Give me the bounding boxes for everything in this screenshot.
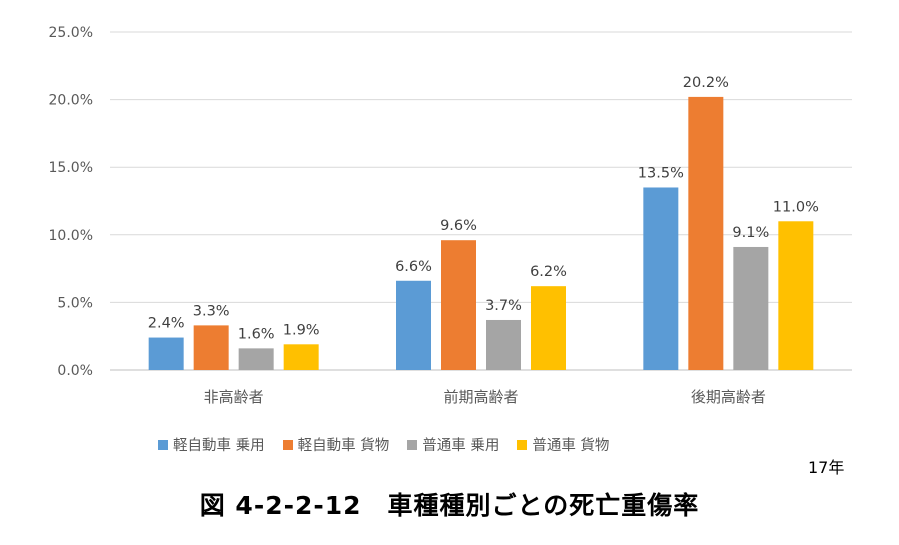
data-labels: 2.4% 3.3% 1.6% 1.9% 6.6% 9.6% 3.7% 6.2% 13.5% 20.… bbox=[148, 75, 819, 342]
category-label: 非高齢者 bbox=[204, 388, 264, 406]
data-label: 3.7% bbox=[485, 298, 522, 314]
category-label: 前期高齢者 bbox=[443, 388, 518, 406]
bar bbox=[733, 246, 769, 370]
bar bbox=[148, 337, 184, 370]
bar bbox=[396, 280, 431, 370]
category-label: 後期高齢者 bbox=[691, 388, 766, 406]
y-tick-label: 20.0% bbox=[49, 93, 93, 109]
legend-label: 普通車 乗用 bbox=[422, 438, 500, 454]
legend-swatch bbox=[407, 439, 418, 450]
legend-item: 普通車 乗用 bbox=[407, 434, 499, 455]
data-label: 11.0% bbox=[773, 199, 819, 215]
legend-swatch bbox=[158, 439, 168, 450]
bar bbox=[441, 240, 476, 370]
bars bbox=[148, 96, 814, 371]
x-axis-categories: 非高齢者 前期高齢者 後期高齢者 bbox=[204, 388, 766, 406]
legend: 軽自動車 乗用 軽自動車 貨物 普通車 乗用 普通車 貨物 bbox=[158, 434, 609, 455]
y-axis-ticks: 0.0% 5.0% 10.0% 15.0% 20.0% 25.0% bbox=[49, 25, 93, 379]
y-tick-label: 0.0% bbox=[57, 363, 93, 379]
data-label: 20.2% bbox=[683, 75, 729, 91]
legend-label: 軽自動車 乗用 bbox=[173, 438, 265, 454]
legend-item: 軽自動車 貨物 bbox=[282, 434, 390, 455]
bar-chart: 0.0% 5.0% 10.0% 15.0% 20.0% 25.0% 2.4% 3.3% 1.6… bbox=[49, 25, 852, 406]
y-tick-label: 25.0% bbox=[49, 25, 93, 41]
legend-swatch bbox=[517, 439, 528, 450]
data-label: 13.5% bbox=[638, 165, 684, 181]
bar bbox=[486, 319, 521, 370]
bar bbox=[193, 325, 229, 370]
legend-item: 軽自動車 乗用 bbox=[158, 434, 265, 455]
legend-label: 軽自動車 貨物 bbox=[297, 438, 390, 454]
grid-lines bbox=[110, 31, 852, 371]
legend-label: 普通車 貨物 bbox=[532, 438, 610, 454]
bar bbox=[531, 286, 566, 370]
data-label: 1.9% bbox=[283, 322, 320, 338]
legend-item: 普通車 貨物 bbox=[517, 434, 609, 455]
data-label: 2.4% bbox=[148, 316, 185, 332]
bar bbox=[778, 221, 814, 370]
data-label: 6.6% bbox=[395, 259, 432, 275]
year-note: 17年 bbox=[808, 458, 845, 477]
bar bbox=[688, 96, 724, 371]
legend-swatch bbox=[282, 439, 293, 450]
y-tick-label: 15.0% bbox=[49, 160, 93, 176]
data-label: 6.2% bbox=[530, 264, 567, 280]
figure-caption: 図 4-2-2-12 車種種別ごとの死亡重傷率 bbox=[199, 491, 700, 520]
data-label: 9.1% bbox=[732, 225, 769, 241]
bar bbox=[643, 187, 679, 370]
data-label: 3.3% bbox=[193, 303, 230, 319]
data-label: 1.6% bbox=[238, 326, 275, 342]
y-tick-label: 5.0% bbox=[57, 295, 93, 311]
data-label: 9.6% bbox=[440, 218, 477, 234]
bar bbox=[238, 348, 274, 370]
y-tick-label: 10.0% bbox=[49, 228, 93, 244]
bar bbox=[283, 344, 319, 370]
